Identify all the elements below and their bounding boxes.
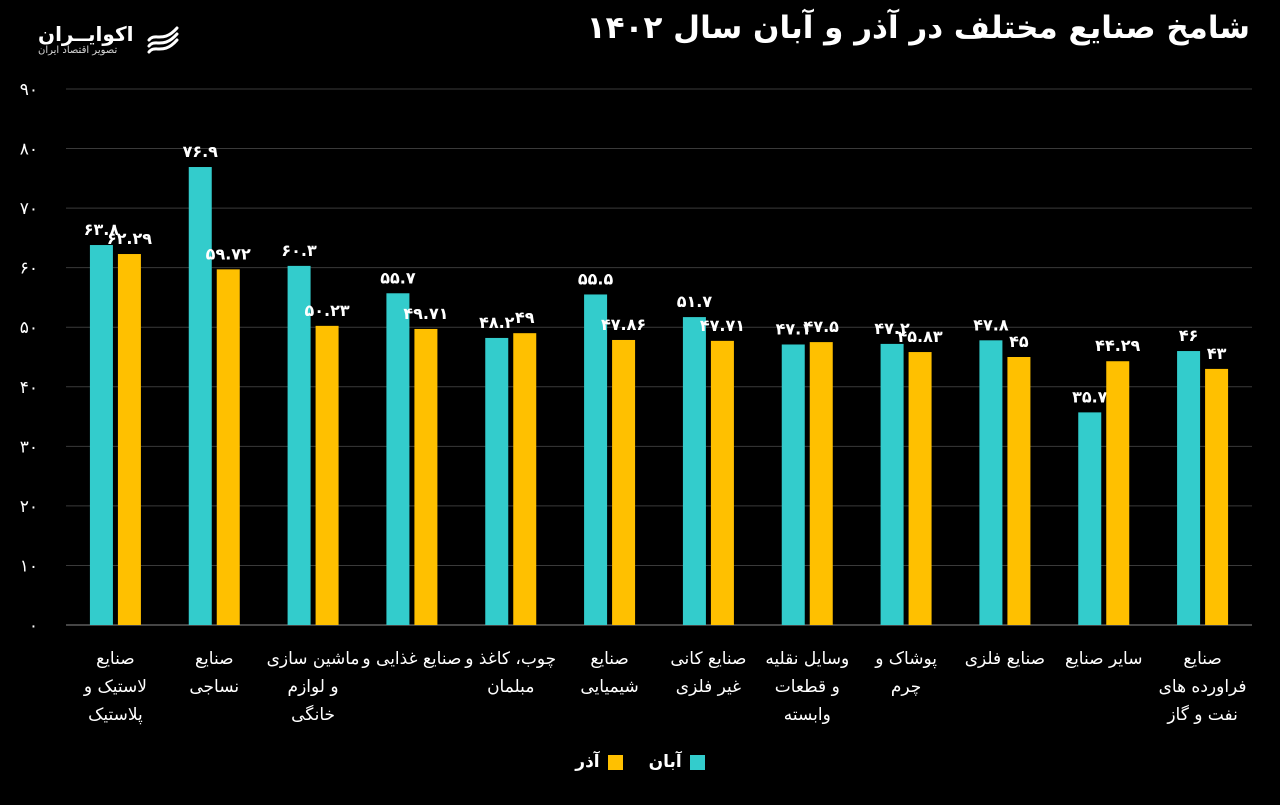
data-label-azar: ۴۳ bbox=[1207, 344, 1227, 363]
bar-azar bbox=[1106, 361, 1130, 625]
x-category-label: نفت و گاز bbox=[1166, 704, 1238, 725]
bar-aban bbox=[584, 294, 608, 625]
data-label-azar: ۴۵.۸۳ bbox=[898, 327, 943, 346]
data-label-aban: ۴۷.۲ bbox=[874, 319, 910, 338]
x-category-label: چوب، کاغذ و bbox=[464, 649, 556, 669]
data-label-aban: ۵۱.۷ bbox=[677, 292, 713, 311]
legend-swatch-azar bbox=[607, 754, 623, 770]
y-tick-label: ۱۰ bbox=[20, 556, 38, 576]
data-label-aban: ۵۵.۵ bbox=[578, 269, 614, 288]
brand-text: اکوایــران تصویر اقتصاد ایران bbox=[38, 23, 133, 57]
x-category-label: وابسته bbox=[784, 705, 831, 725]
data-label-aban: ۷۶.۹ bbox=[183, 142, 219, 161]
data-label-azar: ۴۵ bbox=[1009, 332, 1029, 351]
y-tick-label: ۶۰ bbox=[20, 259, 38, 279]
bar-aban bbox=[485, 337, 509, 625]
legend-item-azar: آذر bbox=[575, 752, 623, 772]
bar-azar bbox=[1007, 357, 1031, 625]
data-label-azar: ۴۹ bbox=[515, 308, 535, 327]
x-category-label: پلاستیک bbox=[88, 705, 143, 725]
chart-title: شامخ صنایع مختلف در آذر و آبان سال ۱۴۰۲ bbox=[586, 10, 1250, 46]
bar-azar bbox=[710, 340, 734, 625]
x-category-label: صنایع کانی bbox=[670, 649, 746, 669]
bar-azar bbox=[315, 325, 339, 625]
bar-aban bbox=[979, 340, 1003, 625]
x-category-label: صنایع فلزی bbox=[965, 649, 1045, 669]
stacked-wave-logo-icon bbox=[147, 26, 179, 54]
x-category-label: صنایع bbox=[195, 649, 234, 669]
y-tick-label: ۰ bbox=[29, 616, 38, 636]
bar-aban bbox=[1177, 351, 1201, 625]
legend-label-azar: آذر bbox=[575, 752, 600, 772]
x-category-label: مبلمان bbox=[487, 677, 534, 697]
y-tick-label: ۳۰ bbox=[20, 437, 38, 457]
bar-azar bbox=[612, 339, 636, 625]
bar-aban bbox=[287, 265, 311, 625]
data-label-azar: ۵۹.۷۲ bbox=[206, 244, 251, 263]
x-category-label: خانگی bbox=[291, 704, 335, 725]
legend: آبان آذر bbox=[0, 752, 1280, 772]
x-category-label: شیمیایی bbox=[580, 677, 638, 697]
bar-aban bbox=[1078, 412, 1102, 625]
data-label-azar: ۵۰.۲۳ bbox=[305, 301, 350, 320]
data-label-aban: ۶۰.۳ bbox=[281, 241, 317, 260]
data-label-azar: ۴۹.۷۱ bbox=[403, 304, 448, 323]
data-label-azar: ۴۷.۵ bbox=[804, 317, 840, 336]
x-category-label: غیر فلزی bbox=[676, 677, 741, 697]
x-category-label: و لوازم bbox=[288, 677, 339, 697]
y-tick-label: ۲۰ bbox=[20, 497, 38, 517]
legend-label-aban: آبان bbox=[648, 752, 682, 772]
bar-azar bbox=[414, 328, 438, 625]
data-label-aban: ۴۸.۲ bbox=[479, 313, 515, 332]
brand-tagline: تصویر اقتصاد ایران bbox=[38, 45, 118, 56]
x-category-label: پوشاک و bbox=[874, 649, 937, 669]
data-label-aban: ۶۳.۸ bbox=[84, 220, 120, 239]
x-category-label: صنایع غذایی و bbox=[361, 649, 461, 669]
bar-azar bbox=[908, 352, 932, 625]
legend-item-aban: آبان bbox=[649, 752, 705, 772]
x-category-label: چرم bbox=[891, 677, 921, 697]
bar-azar bbox=[216, 269, 240, 625]
data-label-aban: ۴۷.۱ bbox=[776, 319, 811, 338]
legend-swatch-aban bbox=[689, 754, 705, 770]
bar-azar bbox=[1205, 368, 1229, 625]
data-label-aban: ۴۷.۸ bbox=[973, 315, 1009, 334]
data-label-aban: ۵۵.۷ bbox=[380, 268, 416, 287]
y-tick-label: ۴۰ bbox=[20, 378, 38, 398]
data-label-azar: ۴۷.۷۱ bbox=[700, 316, 745, 335]
x-category-label: لاستیک و bbox=[83, 677, 147, 697]
y-tick-label: ۷۰ bbox=[20, 199, 38, 219]
brand-name: اکوایــران bbox=[38, 22, 134, 46]
bar-aban bbox=[682, 317, 706, 625]
data-label-azar: ۶۲.۲۹ bbox=[107, 229, 152, 248]
data-label-aban: ۴۶ bbox=[1179, 326, 1199, 345]
y-tick-label: ۵۰ bbox=[20, 318, 38, 338]
bar-azar bbox=[513, 333, 537, 625]
y-tick-label: ۹۰ bbox=[20, 80, 38, 100]
data-label-azar: ۴۷.۸۶ bbox=[601, 315, 646, 334]
x-category-label: ماشین سازی bbox=[267, 649, 360, 669]
x-category-label: صنایع bbox=[590, 649, 629, 669]
bar-aban bbox=[89, 245, 113, 625]
bar-azar bbox=[117, 254, 141, 625]
brand-logo: اکوایــران تصویر اقتصاد ایران bbox=[38, 16, 183, 64]
y-tick-label: ۸۰ bbox=[20, 140, 38, 160]
x-category-label: سایر صنایع bbox=[1065, 649, 1142, 669]
bar-azar bbox=[809, 342, 833, 625]
x-category-label: وسایل نقلیه bbox=[765, 649, 849, 669]
bar-aban bbox=[386, 293, 410, 625]
x-category-label: فراورده های bbox=[1159, 677, 1247, 697]
bar-aban bbox=[880, 343, 904, 625]
x-category-label: صنایع bbox=[1183, 649, 1222, 669]
x-category-label: و قطعات bbox=[775, 677, 840, 697]
bar-aban bbox=[188, 167, 212, 626]
data-label-aban: ۳۵.۷ bbox=[1072, 387, 1108, 406]
bar-aban bbox=[781, 344, 805, 625]
x-category-label: صنایع bbox=[96, 649, 135, 669]
x-category-label: نساجی bbox=[189, 677, 239, 697]
data-label-azar: ۴۴.۲۹ bbox=[1095, 336, 1140, 355]
